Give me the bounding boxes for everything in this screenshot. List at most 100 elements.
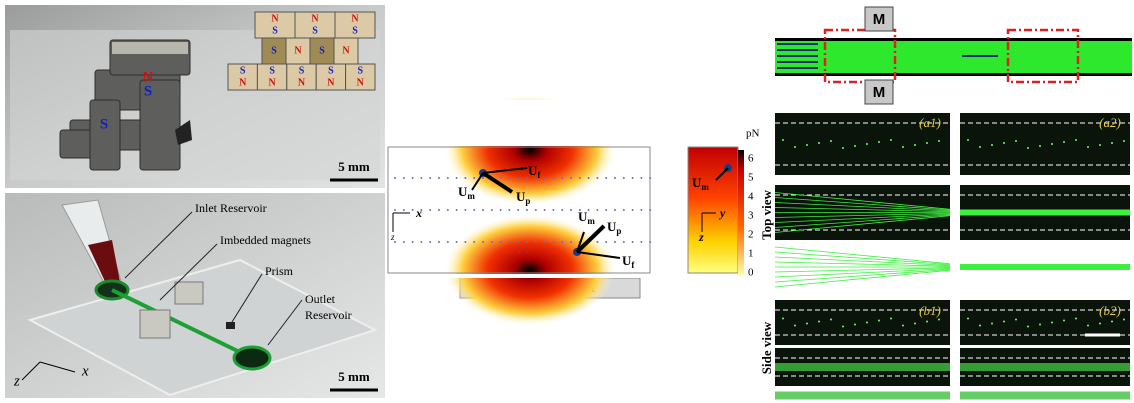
grid-dot: [605, 241, 607, 243]
axis-label: y: [718, 206, 726, 220]
axis-label: x: [415, 206, 422, 220]
particle-dot: [1099, 144, 1101, 146]
particle-dot: [782, 139, 784, 141]
axis-label: z: [390, 232, 395, 242]
particle-dot: [914, 323, 916, 325]
grid-dot: [552, 209, 554, 211]
force-field: [445, 215, 615, 325]
stream: [960, 264, 1130, 270]
colorbar-tick: 1: [748, 248, 754, 260]
row-label: Side view: [759, 321, 774, 374]
grid-dot: [552, 241, 554, 243]
particle-dot: [794, 146, 796, 148]
colorbar-tick: 6: [748, 153, 754, 165]
particle-dot: [1075, 318, 1077, 320]
grid-dot: [570, 241, 572, 243]
outlet: [234, 347, 270, 369]
vector-subscript: p: [616, 226, 621, 236]
grid-dot: [482, 241, 484, 243]
grid-dot: [649, 209, 651, 211]
grid-dot: [394, 177, 396, 179]
particle-dot: [818, 321, 820, 323]
pole-label: S: [328, 65, 334, 76]
grid-dot: [447, 209, 449, 211]
particle-dot: [1087, 146, 1089, 148]
stream: [775, 363, 950, 371]
grid-dot: [429, 241, 431, 243]
stream: [775, 392, 950, 400]
pole-label: N: [239, 77, 247, 88]
particle-dot: [1003, 321, 1005, 323]
embedded-magnet: [175, 282, 203, 304]
grid-dot: [438, 241, 440, 243]
particle-dot: [967, 139, 969, 141]
grid-dot: [403, 241, 405, 243]
grid-dot: [605, 177, 607, 179]
pole-label: N: [357, 77, 365, 88]
particle-dot: [1063, 141, 1065, 143]
particle-dot: [1039, 145, 1041, 147]
grid-dot: [614, 177, 616, 179]
grid-dot: [623, 177, 625, 179]
callout: Prism: [265, 264, 294, 278]
particle-dot: [914, 144, 916, 146]
grid-dot: [614, 241, 616, 243]
scale-label: 5 mm: [338, 369, 370, 384]
grid-dot: [429, 209, 431, 211]
particle-dot: [842, 326, 844, 328]
pole-label: S: [240, 65, 246, 76]
colorbar-unit: pN: [746, 128, 760, 140]
grid-dot: [596, 241, 598, 243]
callout: Inlet Reservoir: [195, 201, 267, 215]
particle-dot: [926, 142, 928, 144]
grid-dot: [508, 177, 510, 179]
grid-dot: [632, 209, 634, 211]
callout: Imbedded magnets: [220, 233, 311, 247]
grid-dot: [420, 177, 422, 179]
panel-label: (a1): [919, 115, 941, 130]
colorbar: [738, 150, 744, 275]
grid-dot: [605, 209, 607, 211]
callout: Reservoir: [305, 308, 352, 322]
grid-dot: [640, 177, 642, 179]
colorbar-tick: 3: [748, 210, 754, 222]
particle-dot: [842, 147, 844, 149]
vector-subscript: m: [701, 182, 709, 192]
grid-dot: [429, 177, 431, 179]
particle-dot: [902, 325, 904, 327]
particle-dot: [806, 144, 808, 146]
grid-dot: [535, 241, 537, 243]
particle-dot: [878, 141, 880, 143]
particle-dot: [938, 140, 940, 142]
grid-dot: [544, 241, 546, 243]
grid-dot: [561, 209, 563, 211]
pole-label: N: [327, 77, 335, 88]
grid-dot: [526, 241, 528, 243]
particle-dot: [890, 139, 892, 141]
panel-label: (b2): [1099, 303, 1121, 318]
prism: [226, 322, 235, 329]
particle-dot: [866, 143, 868, 145]
grid-dot: [420, 241, 422, 243]
particle-dot: [1075, 139, 1077, 141]
grid-dot: [544, 177, 546, 179]
particle-dot: [1051, 143, 1053, 145]
grid-dot: [412, 177, 414, 179]
grid-dot: [394, 209, 396, 211]
mask: [388, 274, 650, 278]
pole-label: S: [319, 45, 325, 56]
grid-dot: [517, 177, 519, 179]
particle-dot: [1123, 319, 1125, 321]
vector-subscript: m: [587, 216, 595, 226]
particle-dot: [830, 140, 832, 142]
grid-dot: [464, 241, 466, 243]
particle-dot: [890, 318, 892, 320]
colorbar-tick: 2: [748, 229, 754, 241]
particle-dot: [830, 319, 832, 321]
particle-dot: [967, 318, 969, 320]
pole-label: S: [272, 25, 278, 36]
particle-dot: [854, 324, 856, 326]
particle-dot: [1111, 321, 1113, 323]
grid-dot: [473, 209, 475, 211]
grid-dot: [508, 241, 510, 243]
